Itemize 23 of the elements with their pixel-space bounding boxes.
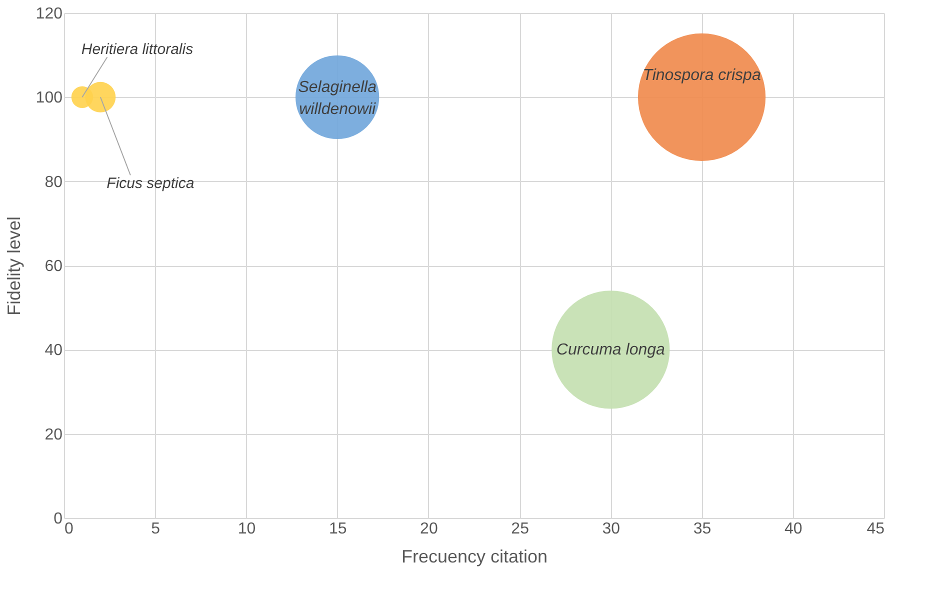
y-axis-title: Fidelity level bbox=[4, 216, 24, 316]
x-tick-label: 35 bbox=[693, 520, 712, 538]
x-axis-title: Frecuency citation bbox=[401, 546, 548, 566]
series-label: Curcuma longa bbox=[556, 342, 666, 359]
series-label: Tinospora crispa bbox=[642, 67, 761, 84]
x-tick-label: 20 bbox=[420, 520, 438, 538]
x-tick-label: 5 bbox=[151, 520, 160, 538]
y-tick-label: 80 bbox=[44, 174, 63, 191]
x-tick-label: 0 bbox=[64, 520, 74, 538]
x-tick-label: 10 bbox=[238, 520, 256, 538]
series-label: Selaginella willdenowii bbox=[298, 79, 377, 118]
x-tick-label: 45 bbox=[866, 520, 885, 538]
y-tick-label: 60 bbox=[44, 258, 63, 275]
x-tick-label: 15 bbox=[328, 520, 347, 538]
y-tick-label: 120 bbox=[36, 6, 63, 22]
x-tick-label: 40 bbox=[784, 520, 802, 538]
y-tick-label: 100 bbox=[36, 90, 63, 107]
series-label: Heritiera littoralis bbox=[81, 41, 194, 58]
y-tick-label: 20 bbox=[44, 426, 63, 444]
text: Ficus septica bbox=[106, 175, 194, 192]
y-tick-label: 40 bbox=[44, 342, 63, 360]
x-tick-label: 25 bbox=[511, 520, 530, 538]
x-tick-label: 30 bbox=[602, 520, 620, 538]
